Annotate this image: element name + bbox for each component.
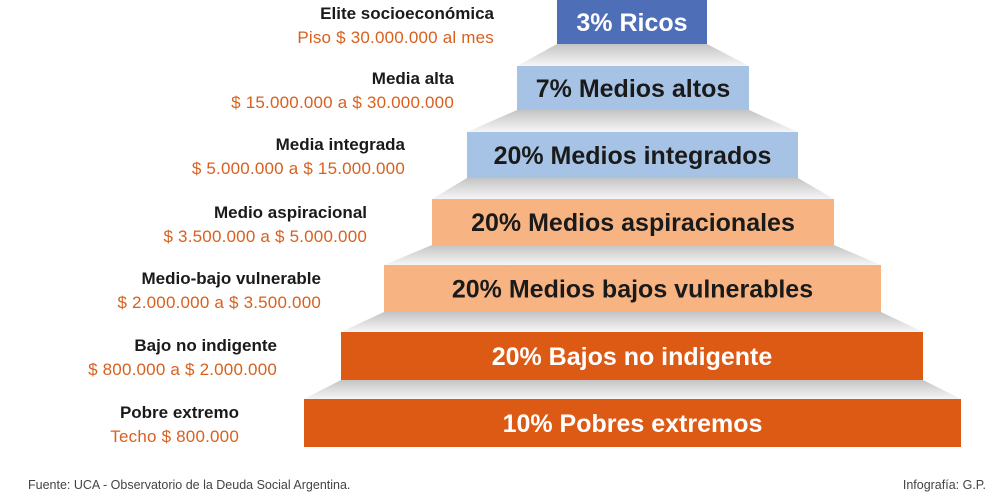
step-bars: 3% Ricos 7% Medios altos 20% Medios integr… xyxy=(304,0,961,447)
step-riser xyxy=(432,178,834,199)
tier-income: Piso $ 30.000.000 al mes xyxy=(297,28,494,47)
tier-name: Media alta xyxy=(371,69,454,88)
tier-income: Techo $ 800.000 xyxy=(110,427,239,446)
tier-label: Media alta $ 15.000.000 a $ 30.000.000 xyxy=(231,70,454,111)
tier-income: $ 2.000.000 a $ 3.500.000 xyxy=(117,293,321,312)
tier-name: Pobre extremo xyxy=(119,403,239,422)
tier-income: $ 800.000 a $ 2.000.000 xyxy=(88,360,277,379)
tier-bar-label: 20% Bajos no indigente xyxy=(492,343,773,371)
tier-bar xyxy=(467,132,798,178)
tier-bar xyxy=(304,399,961,447)
tier-label: Pobre extremo Techo $ 800.000 xyxy=(110,404,239,445)
step-riser xyxy=(304,380,961,399)
source-note: Fuente: UCA - Observatorio de la Deuda S… xyxy=(28,478,351,492)
tier-label: Bajo no indigente $ 800.000 a $ 2.000.000 xyxy=(88,337,277,378)
tier-bar-label: 10% Pobres extremos xyxy=(503,410,763,438)
tier-bar xyxy=(384,265,881,312)
tier-income: $ 15.000.000 a $ 30.000.000 xyxy=(231,93,454,112)
tier-bar-label: 20% Medios integrados xyxy=(494,142,772,170)
infographic-credit: Infografía: G.P. xyxy=(902,478,986,492)
tier-name: Medio-bajo vulnerable xyxy=(141,269,321,288)
tier-bar-label: 7% Medios altos xyxy=(536,75,731,103)
tier-income: $ 5.000.000 a $ 15.000.000 xyxy=(191,159,405,178)
step-riser xyxy=(384,245,881,265)
tier-name: Media integrada xyxy=(275,135,405,154)
tier-name: Bajo no indigente xyxy=(134,336,277,355)
tier-bar xyxy=(517,66,749,110)
tier-bar xyxy=(557,0,707,44)
tier-bar-label: 3% Ricos xyxy=(576,9,687,37)
tier-name: Medio aspiracional xyxy=(213,203,367,222)
step-riser xyxy=(517,44,749,66)
tier-bar-label: 20% Medios aspiracionales xyxy=(471,209,795,237)
step-riser xyxy=(467,110,798,132)
tier-name: Elite socioeconómica xyxy=(320,4,494,23)
tier-label: Elite socioeconómica Piso $ 30.000.000 al… xyxy=(297,5,494,46)
tier-label: Medio-bajo vulnerable $ 2.000.000 a $ 3.5… xyxy=(117,270,321,311)
tier-income: $ 3.500.000 a $ 5.000.000 xyxy=(163,227,367,246)
tier-bar xyxy=(341,332,923,380)
tier-bar xyxy=(432,199,834,245)
tier-label: Medio aspiracional $ 3.500.000 a $ 5.000.… xyxy=(163,204,367,245)
step-risers xyxy=(304,44,961,399)
tier-bar-label: 20% Medios bajos vulnerables xyxy=(452,276,813,304)
tier-label: Media integrada $ 5.000.000 a $ 15.000.00… xyxy=(192,136,405,177)
step-riser xyxy=(341,312,923,332)
